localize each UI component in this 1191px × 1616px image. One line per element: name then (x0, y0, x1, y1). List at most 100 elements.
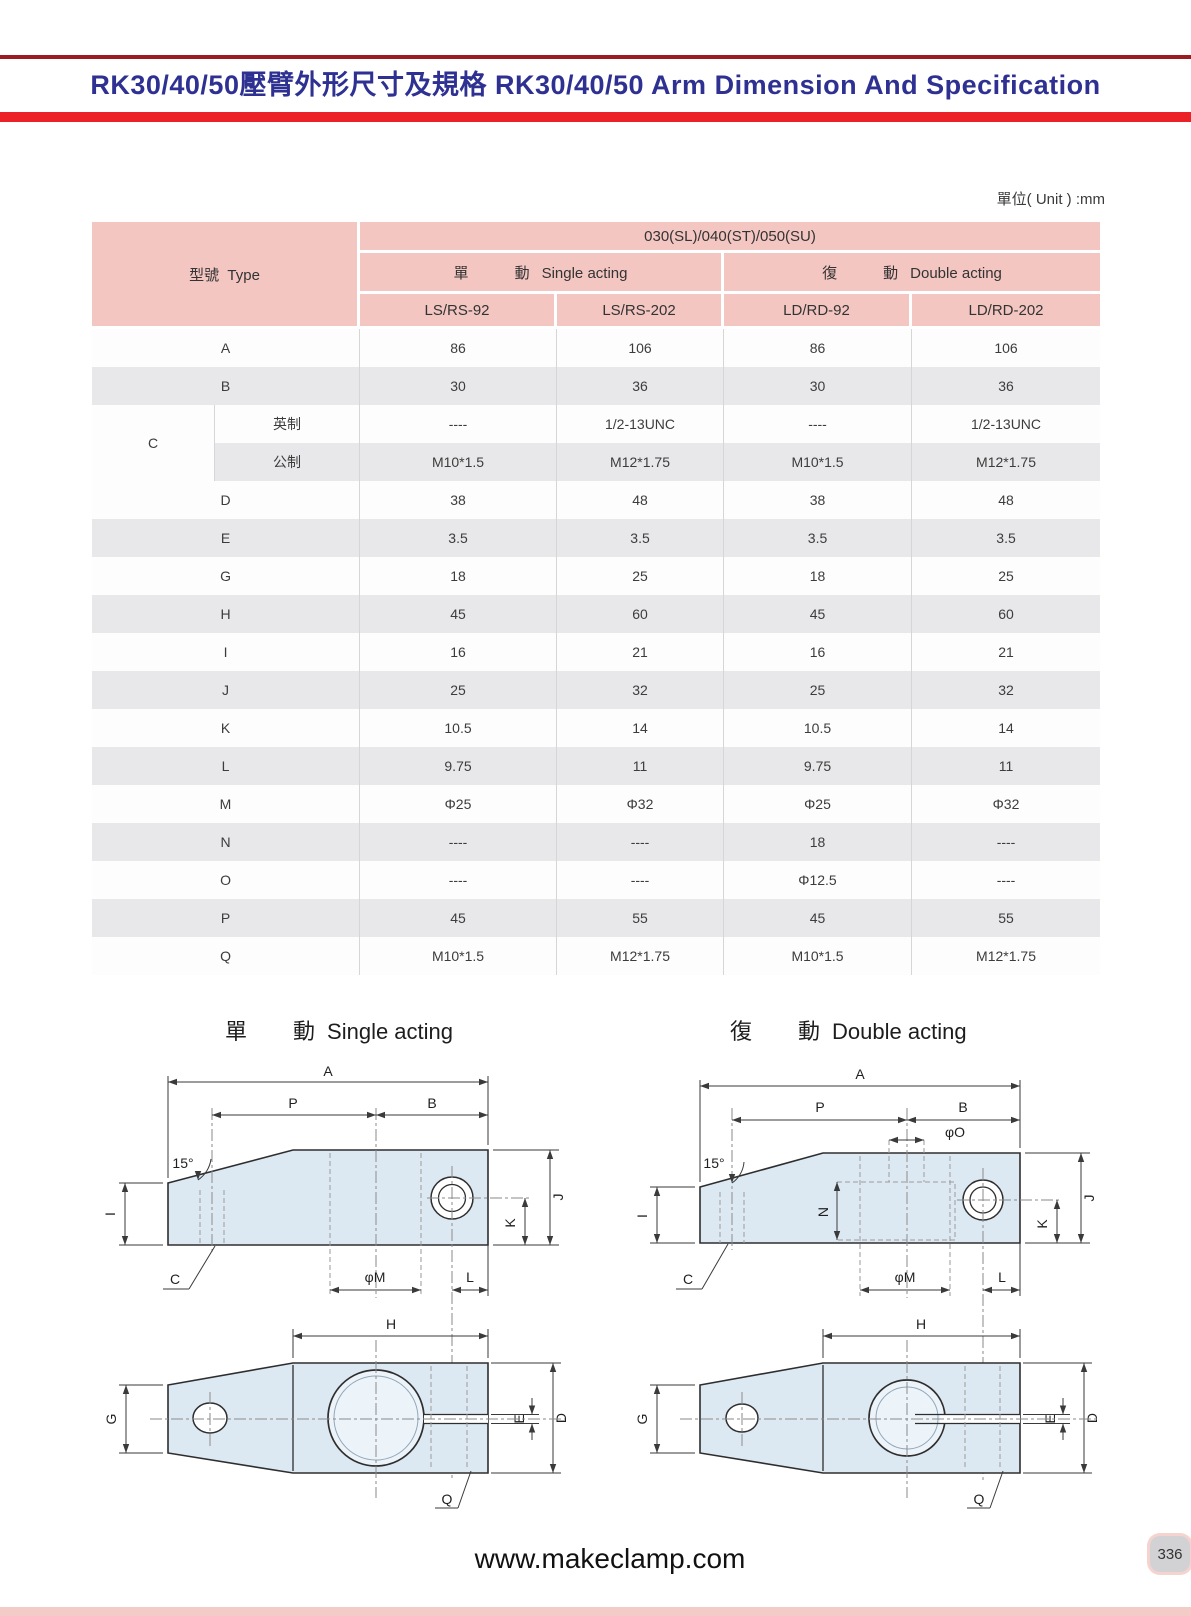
row-label-cell: C (92, 405, 215, 481)
value-cell: M12*1.75 (976, 454, 1036, 470)
table-row: P 45 55 45 55 (92, 899, 1101, 937)
table-row: M Φ25 Φ32 Φ25 Φ32 (92, 785, 1101, 823)
dim-label: I (102, 1212, 118, 1216)
value-cell: M12*1.75 (557, 937, 725, 975)
value-cell: ---- (724, 405, 913, 443)
dim-label: P (288, 1095, 297, 1111)
value-cell: Φ25 (360, 785, 558, 823)
value-cell: 32 (998, 682, 1014, 698)
value-cell: 38 (724, 481, 913, 519)
value-cell: 32 (557, 671, 725, 709)
value-cell: 30 (724, 367, 913, 405)
dim-label: φO (945, 1124, 965, 1140)
single-title-cn1: 單 (225, 1019, 248, 1044)
row-label-cell: B (92, 367, 361, 405)
double-acting-cn2: 動 (883, 264, 899, 282)
value-cell: 1/2-13UNC (557, 405, 725, 443)
value-cell: ---- (360, 405, 558, 443)
table-row: N ---- ---- 18 ---- (92, 823, 1101, 861)
table-row: L 9.75 11 9.75 11 (92, 747, 1101, 785)
website-url: www.makeclamp.com (474, 1543, 746, 1574)
double-title-cn1: 復 (730, 1019, 753, 1044)
double-acting-cn1: 復 (822, 264, 838, 282)
value-cell: 18 (724, 823, 913, 861)
value-cell: 11 (557, 747, 725, 785)
model-header-row: LS/RS-92 LS/RS-202 LD/RD-92 LD/RD-202 (92, 294, 1101, 329)
dim-label: 15° (703, 1155, 724, 1171)
dim-label: H (386, 1316, 396, 1332)
value-cell: 45 (724, 595, 913, 633)
title-underline-bar (0, 112, 1191, 122)
dim-label: B (427, 1095, 436, 1111)
single-acting-cn2: 動 (514, 264, 530, 282)
value-cell: 60 (998, 606, 1014, 622)
dim-label: D (1084, 1413, 1100, 1423)
value-cell: ---- (557, 823, 725, 861)
value-cell: 21 (998, 644, 1014, 660)
row-label-cell: Q (92, 937, 361, 975)
model-column-header: LD/RD-92 (724, 294, 913, 329)
table-row: O ---- ---- Φ12.5 ---- (92, 861, 1101, 899)
double-acting-header: 復 動 Double acting (724, 253, 1101, 294)
dim-label: K (1034, 1219, 1050, 1229)
row-label-cell: A (92, 329, 361, 367)
row-label-cell: D (92, 481, 361, 519)
dim-label: H (916, 1316, 926, 1332)
dim-label: Q (974, 1491, 985, 1507)
value-cell: 106 (557, 329, 725, 367)
row-label-cell: M (92, 785, 361, 823)
value-cell: 48 (998, 492, 1014, 508)
value-cell: 60 (557, 595, 725, 633)
value-cell: 45 (360, 899, 558, 937)
table-row: H 45 60 45 60 (92, 595, 1101, 633)
double-title-en: Double acting (832, 1019, 967, 1044)
value-cell: 36 (998, 378, 1014, 394)
dim-label: φM (895, 1269, 916, 1285)
spec-table: 型號 Type 030(SL)/040(ST)/050(SU) 單 動 Single… (92, 222, 1101, 975)
value-cell: M10*1.5 (360, 443, 558, 481)
table-row: D 38 48 38 48 (92, 481, 1101, 519)
value-cell: M12*1.75 (976, 948, 1036, 964)
row-label-cell: G (92, 557, 361, 595)
row-label-cell: P (92, 899, 361, 937)
row-sublabel-cell: 公制 (215, 443, 361, 481)
dim-label: K (502, 1218, 518, 1228)
row-sublabel-cell: 英制 (215, 405, 361, 443)
table-row: C 英制 ---- 1/2-13UNC ---- 1/2-13UNC (92, 405, 1101, 481)
row-label-cell: K (92, 709, 361, 747)
value-cell: 18 (724, 557, 913, 595)
double-acting-en: Double acting (910, 264, 1002, 282)
table-row: B 30 36 30 36 (92, 367, 1101, 405)
dim-label: I (634, 1214, 650, 1218)
single-acting-en: Single acting (541, 264, 628, 282)
single-title-cn2: 動 (293, 1019, 316, 1044)
top-accent-line (0, 55, 1191, 59)
single-acting-diagram-title: 單 動 Single acting (225, 1014, 453, 1046)
value-cell: 1/2-13UNC (971, 416, 1042, 432)
value-cell: Φ32 (992, 796, 1020, 812)
value-cell: M10*1.5 (724, 937, 913, 975)
value-cell: 14 (557, 709, 725, 747)
double-acting-diagram-title: 復 動 Double acting (730, 1014, 967, 1046)
dim-label: J (550, 1194, 566, 1201)
single-acting-header: 單 動 Single acting (360, 253, 725, 294)
value-cell: 55 (557, 899, 725, 937)
dim-label: P (815, 1099, 824, 1115)
single-acting-cn1: 單 (453, 264, 469, 282)
dim-label: E (1042, 1414, 1058, 1423)
dim-label: L (998, 1269, 1006, 1285)
value-cell: 9.75 (360, 747, 558, 785)
value-cell: 55 (998, 910, 1014, 926)
value-cell: ---- (360, 823, 558, 861)
value-cell: 3.5 (724, 519, 913, 557)
dim-label: G (634, 1414, 650, 1425)
value-cell: 25 (724, 671, 913, 709)
row-label-cell: L (92, 747, 361, 785)
table-row: A 86 106 86 106 (92, 329, 1101, 367)
value-cell: 86 (360, 329, 558, 367)
table-row: J 25 32 25 32 (92, 671, 1101, 709)
value-cell: 3.5 (360, 519, 558, 557)
value-cell: 3.5 (996, 530, 1016, 546)
value-cell: ---- (996, 872, 1016, 888)
value-cell: 48 (557, 481, 725, 519)
